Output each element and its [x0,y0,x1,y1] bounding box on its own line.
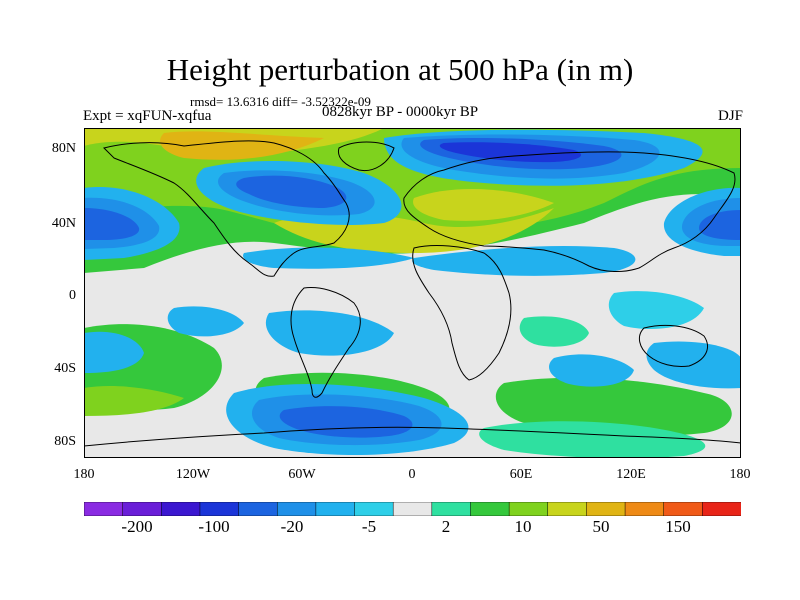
field-s-low-6 [519,316,589,347]
colorbar-swatch [315,502,356,516]
field-trop-blue-2 [412,246,636,276]
map-frame [84,128,741,458]
colorbar-label: 10 [514,517,532,536]
field-arctic-orange [160,131,324,160]
colorbar-swatch [431,502,472,516]
lat-tick-0: 0 [69,288,76,303]
field-s-low-1 [84,331,144,373]
colorbar-swatch [663,502,704,516]
colorbar-swatch [122,502,163,516]
colorbar-swatch [161,502,201,516]
experiment-label: Expt = xqFUN-xqfua [83,108,212,124]
lon-tick-180w: 180 [73,467,95,482]
field-na-low-core [236,175,347,208]
lon-tick-60e: 60E [509,467,533,482]
season-label: DJF [717,108,743,124]
stats-subtitle: rmsd= 13.6316 diff= -3.52322e-09 [190,94,371,109]
colorbar-label: 50 [592,517,610,536]
field-antarctic-east [479,421,706,458]
lon-tick-0: 0 [408,467,416,482]
colorbar-label: -20 [280,517,304,536]
colorbar-swatch [624,502,665,516]
field-europe-yellow [413,188,554,221]
colorbar-label: -5 [361,517,377,536]
colorbar-label: -100 [198,517,230,536]
lon-tick-120e: 120E [616,467,646,482]
field-s-low-2 [167,306,244,337]
coastlines [84,140,741,447]
colorbar-swatch [276,502,317,516]
colorbar-swatch [508,502,549,516]
colorbar-swatch [84,502,124,516]
field-pacific-low-east-core [699,210,741,240]
map-plot [84,128,741,458]
lat-tick-80n: 80N [51,141,76,156]
chart-title: Height perturbation at 500 hPa (in m) [166,52,634,87]
colorbar-swatch [354,502,394,516]
colorbar-swatch [199,502,240,516]
field-eurasia-low-deep [439,142,582,163]
colorbar-swatch [238,502,278,516]
colorbar-swatch [586,502,626,516]
colorbar-swatch [547,502,588,516]
lat-tick-40s: 40S [54,361,76,376]
colorbar-swatch [470,502,510,516]
period-label: 0828kyr BP - 0000kyr BP [322,104,479,120]
field-s-low-4 [549,354,634,387]
field-s-low-3 [265,310,394,356]
colorbar-label: -200 [121,517,153,536]
field-south-lime [84,386,184,416]
colorbar-label: 2 [441,517,451,536]
lon-tick-180e: 180 [729,467,751,482]
colorbar-swatch [702,502,741,516]
lon-tick-120w: 120W [175,467,211,482]
lat-tick-80s: 80S [54,434,76,449]
colorbar-swatch [392,502,433,516]
lat-tick-40n: 40N [51,216,76,231]
colorbar-label: 150 [665,517,691,536]
field-trop-blue-1 [243,247,414,269]
colorbar [84,502,741,516]
field-trop-blue-3 [608,291,704,329]
lon-tick-60w: 60W [288,467,316,482]
field-pacific-low-west-core [84,208,140,240]
field-s-low-5 [646,341,741,389]
